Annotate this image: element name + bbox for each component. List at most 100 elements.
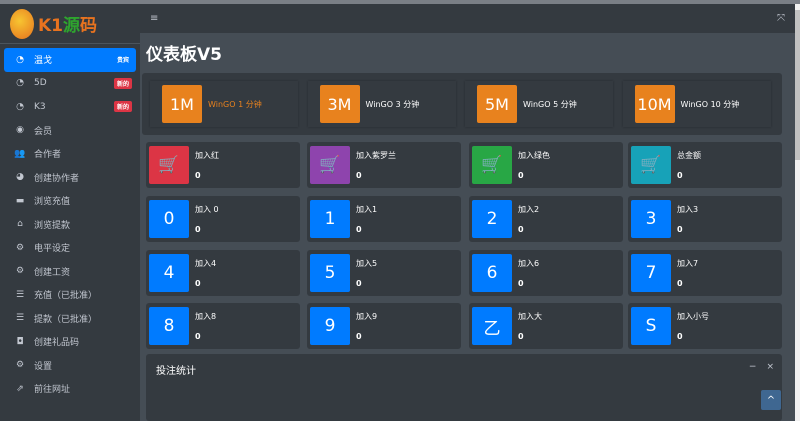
sidebar-item[interactable]: ⚙ 创建工资 (4, 260, 136, 284)
card-value: 0 (518, 171, 524, 180)
game-option[interactable]: 10M WinGO 10 分钟 (622, 81, 771, 127)
game-code-box: 1M (162, 85, 202, 123)
scrollbar[interactable] (795, 4, 800, 421)
card-value: 0 (518, 225, 524, 234)
card-value: 0 (677, 225, 683, 234)
card-value: 0 (356, 332, 362, 341)
minimize-button[interactable]: − (748, 362, 757, 372)
sidebar-item-label: 创建协作者 (34, 173, 80, 184)
close-button[interactable]: × (766, 362, 774, 372)
sidebar-item-label: 充值（已批准） (34, 291, 98, 302)
sidebar-item[interactable]: ☰ 充值（已批准） (4, 283, 136, 307)
menu-toggle-icon[interactable]: ≡ (150, 13, 159, 24)
card-value: 0 (356, 225, 362, 234)
number-box: 乙 (472, 307, 512, 345)
bank-icon: ⌂ (17, 219, 23, 230)
stat-card[interactable]: 8 加入8 0 (146, 303, 300, 349)
stat-card[interactable]: 0 加入 0 0 (146, 196, 300, 242)
fullscreen-icon[interactable]: ⤧ (777, 13, 785, 24)
card-title: 加入4 (195, 259, 217, 268)
card-title: 加入红 (195, 151, 219, 160)
card-value: 0 (195, 332, 201, 341)
card-value: 0 (195, 279, 201, 288)
back-to-top-button[interactable]: ^ (761, 390, 781, 410)
sidebar-item[interactable]: ◔ K3 新的 (4, 95, 136, 119)
number-box: 3 (631, 200, 671, 238)
card-title: 加入大 (518, 312, 542, 321)
sidebar-item[interactable]: ◕ 创建协作者 (4, 166, 136, 190)
gift-icon: ◘ (16, 336, 24, 347)
stat-card[interactable]: 3 加入3 0 (628, 196, 782, 242)
game-option[interactable]: 3M WinGO 3 分钟 (307, 81, 456, 127)
stat-card[interactable]: 2 加入2 0 (469, 196, 623, 242)
stat-card[interactable]: 6 加入6 0 (469, 250, 623, 296)
stat-card[interactable]: 🛒 加入红 0 (146, 142, 300, 188)
stat-card[interactable]: 9 加入9 0 (307, 303, 461, 349)
card-title: 加入2 (518, 205, 540, 214)
logo-icon (10, 8, 34, 39)
sidebar-item-label: 创建礼品码 (34, 338, 80, 349)
list-icon: ☰ (15, 289, 25, 300)
link-icon: ⇗ (16, 383, 24, 394)
game-label: WinGO 5 分钟 (523, 99, 577, 109)
game-option[interactable]: 1M WinGO 1 分钟 (150, 81, 298, 127)
stat-card[interactable]: 🛒 加入紫罗兰 0 (307, 142, 461, 188)
sidebar-item[interactable]: ▬ 浏览充值 (4, 189, 136, 213)
sidebar-item-label: 设置 (34, 361, 53, 372)
sidebar-item[interactable]: ⚙ 设置 (4, 354, 136, 378)
cart-icon: 🛒 (310, 146, 350, 184)
sidebar-item[interactable]: ⚙ 电平设定 (4, 236, 136, 260)
credit-card-icon: ▬ (15, 195, 25, 206)
gear-icon: ⚙ (15, 360, 25, 371)
sidebar-badge: 新的 (113, 77, 132, 89)
card-title: 加入3 (677, 205, 699, 214)
card-value: 0 (356, 171, 362, 180)
brand-logo[interactable]: K1源码 (0, 4, 140, 44)
game-label: WinGO 3 分钟 (365, 99, 420, 109)
number-box: 6 (472, 254, 512, 292)
stat-card[interactable]: 乙加入大 0 (469, 303, 623, 349)
sidebar-item[interactable]: ◔ 温戈 贵宾 (4, 48, 136, 72)
stat-card[interactable]: S 加入小号 0 (628, 303, 782, 349)
number-box: 7 (631, 254, 671, 292)
logo-text: K1源码 (38, 16, 98, 36)
sidebar-item-label: 合作者 (34, 150, 62, 161)
stat-card[interactable]: 4 加入4 0 (146, 250, 300, 296)
stat-card[interactable]: 7 加入7 0 (628, 250, 782, 296)
number-box: 5 (310, 254, 350, 292)
sidebar-item-label: 5D (34, 78, 47, 89)
sidebar-item[interactable]: ◉ 会员 (4, 119, 136, 143)
sidebar-item-label: K3 (34, 101, 46, 112)
sidebar-item[interactable]: ◔ 5D 新的 (4, 72, 136, 96)
card-value: 0 (356, 279, 362, 288)
stat-card[interactable]: 🛒 总金额 0 (628, 142, 782, 188)
game-code-box: 3M (319, 85, 360, 123)
window-top-strip (0, 0, 800, 4)
sidebar-item-label: 温戈 (34, 56, 53, 67)
card-value: 0 (518, 279, 524, 288)
stat-card[interactable]: 1 加入1 0 (307, 196, 461, 242)
sidebar-item[interactable]: ☰ 提款（已批准） (4, 307, 136, 331)
card-title: 加入5 (356, 259, 378, 268)
card-value: 0 (677, 332, 683, 341)
sidebar-item[interactable]: ◘ 创建礼品码 (4, 330, 136, 354)
stat-card[interactable]: 5 加入5 0 (307, 250, 461, 296)
sidebar-item-label: 会员 (34, 126, 53, 137)
tachometer-icon: ◔ (16, 101, 24, 112)
bet-stats-panel: 投注统计 − × (146, 354, 782, 421)
number-box: 8 (149, 307, 189, 345)
tachometer-icon: ◔ (16, 54, 24, 65)
sidebar-badge: 新的 (113, 101, 132, 113)
sidebar-item[interactable]: 👥 合作者 (4, 142, 136, 166)
sidebar-item[interactable]: ⌂ 浏览提款 (4, 213, 136, 237)
game-selector-panel: 1M WinGO 1 分钟 3M WinGO 3 分钟 5M WinGO 5 分钟 10M W… (142, 73, 782, 135)
top-navbar: ≡ ⤧ (140, 4, 795, 33)
game-option[interactable]: 5M WinGO 5 分钟 (465, 81, 613, 127)
cogs-icon: ⚙ (15, 242, 25, 253)
stat-card[interactable]: 🛒 加入绿色 0 (469, 142, 623, 188)
sidebar-item-label: 提款（已批准） (34, 314, 98, 325)
sidebar-item[interactable]: ⇗ 前往网址 (4, 377, 136, 401)
number-box: S (631, 307, 671, 345)
tachometer-icon: ◔ (16, 78, 24, 89)
sidebar-item-label: 电平设定 (34, 244, 71, 255)
